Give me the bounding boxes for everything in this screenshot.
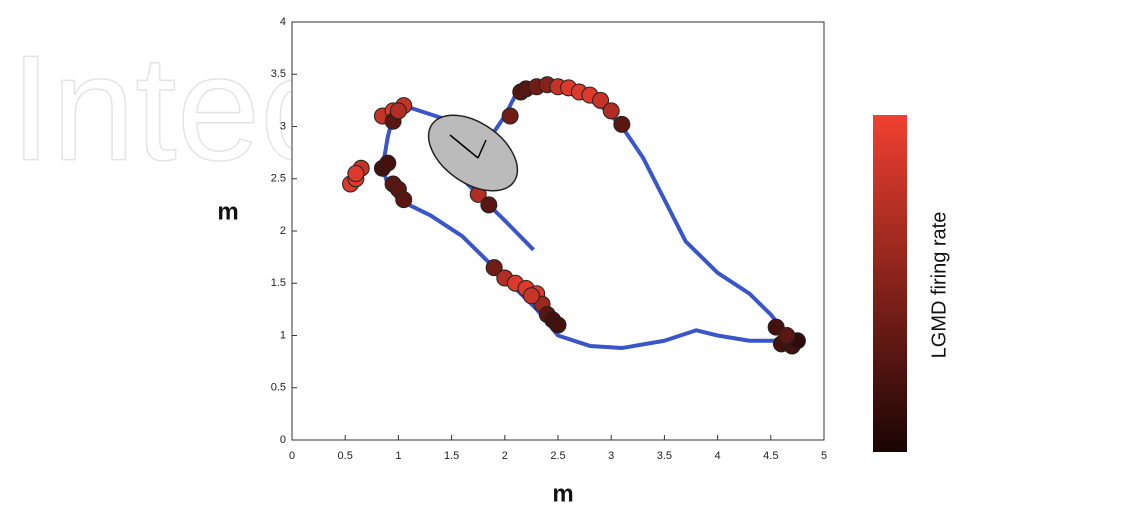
x-tick-label: 4 bbox=[715, 450, 721, 462]
y-tick-label: 2.5 bbox=[271, 173, 286, 185]
point bbox=[395, 191, 413, 209]
colorbar-label: LGMD firing rate bbox=[928, 212, 950, 359]
point bbox=[522, 287, 540, 305]
point bbox=[379, 154, 397, 172]
point bbox=[485, 259, 503, 277]
y-tick-label: 1.5 bbox=[271, 277, 286, 289]
y-tick-label: 2 bbox=[280, 225, 286, 237]
y-axis-label: m bbox=[217, 198, 238, 225]
y-tick-label: 0.5 bbox=[271, 382, 286, 394]
colorbar bbox=[873, 115, 907, 452]
point bbox=[389, 102, 407, 120]
y-tick-label: 3.5 bbox=[271, 68, 286, 80]
y-tick-label: 3 bbox=[280, 120, 286, 132]
y-tick-label: 4 bbox=[280, 16, 286, 28]
y-tick-label: 1 bbox=[280, 329, 286, 341]
point bbox=[613, 115, 631, 133]
point bbox=[778, 327, 796, 344]
point bbox=[347, 165, 365, 183]
point bbox=[592, 91, 610, 109]
y-tick-label: 0 bbox=[280, 434, 286, 446]
x-axis-label: m bbox=[552, 480, 573, 507]
x-tick-label: 1 bbox=[395, 450, 401, 462]
x-tick-label: 0.5 bbox=[338, 450, 353, 462]
point bbox=[602, 102, 620, 120]
x-tick-label: 3 bbox=[608, 450, 614, 462]
x-tick-label: 4.5 bbox=[763, 450, 778, 462]
x-tick-label: 1.5 bbox=[444, 450, 459, 462]
point bbox=[480, 196, 498, 214]
x-tick-label: 5 bbox=[821, 450, 827, 462]
robot-heading bbox=[449, 134, 487, 159]
x-tick-label: 0 bbox=[289, 450, 295, 462]
point bbox=[549, 316, 567, 334]
x-tick-label: 2.5 bbox=[550, 450, 565, 462]
x-tick-label: 3.5 bbox=[657, 450, 672, 462]
x-tick-label: 2 bbox=[502, 450, 508, 462]
point bbox=[501, 107, 519, 125]
